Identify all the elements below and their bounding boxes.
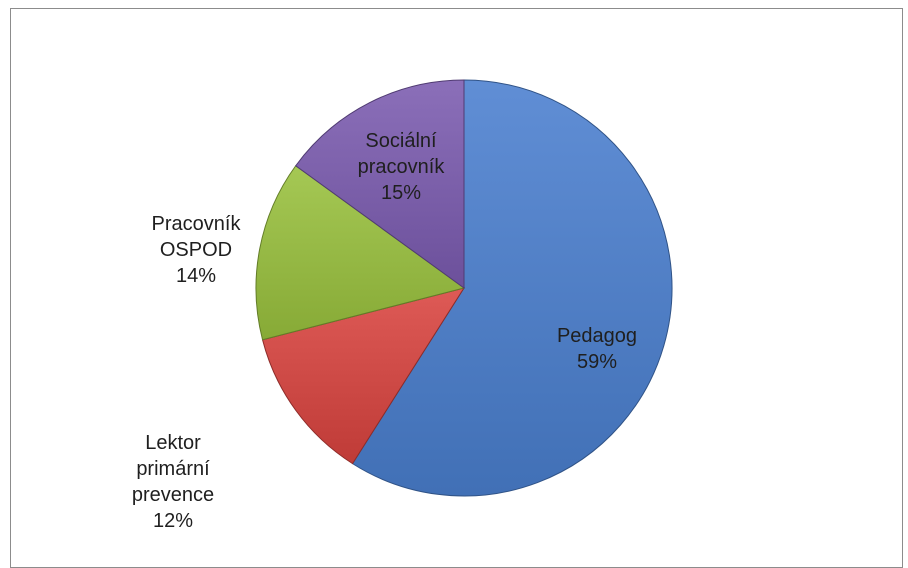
slice-value-label: 15% [380, 182, 422, 204]
slice-label-name-line: primární [136, 458, 210, 480]
slice-label-2: Pracovník OSPOD 14% [152, 211, 241, 289]
pie-slices [255, 79, 673, 497]
pie-chart [255, 79, 673, 497]
slice-label-name-line: Sociální [365, 130, 437, 152]
slice-label-name-line: pracovník [357, 156, 445, 178]
slice-label-name-line: Lektor [145, 432, 201, 454]
pie-slice-pedagog [351, 79, 673, 497]
pie-slice-lektor-prim-rn-prevence [261, 287, 466, 465]
slice-label-name-line: prevence [131, 484, 215, 506]
slice-label-name-line: Pedagog [556, 325, 638, 347]
slice-label-1: Lektor primární prevence 12% [132, 430, 214, 534]
slice-value-label: 59% [576, 351, 618, 373]
pie-slice-soci-ln-pracovn-k [295, 79, 465, 289]
slice-label-name-line: OSPOD [159, 239, 233, 261]
slice-label-name-line: Pracovník [151, 213, 241, 235]
slice-label-3: Sociální pracovník 15% [358, 128, 445, 206]
pie-slice-pracovn-k-ospod [255, 165, 466, 341]
slice-value-label: 14% [175, 265, 217, 287]
slice-label-0: Pedagog 59% [557, 323, 637, 375]
slice-value-label: 12% [152, 510, 194, 532]
